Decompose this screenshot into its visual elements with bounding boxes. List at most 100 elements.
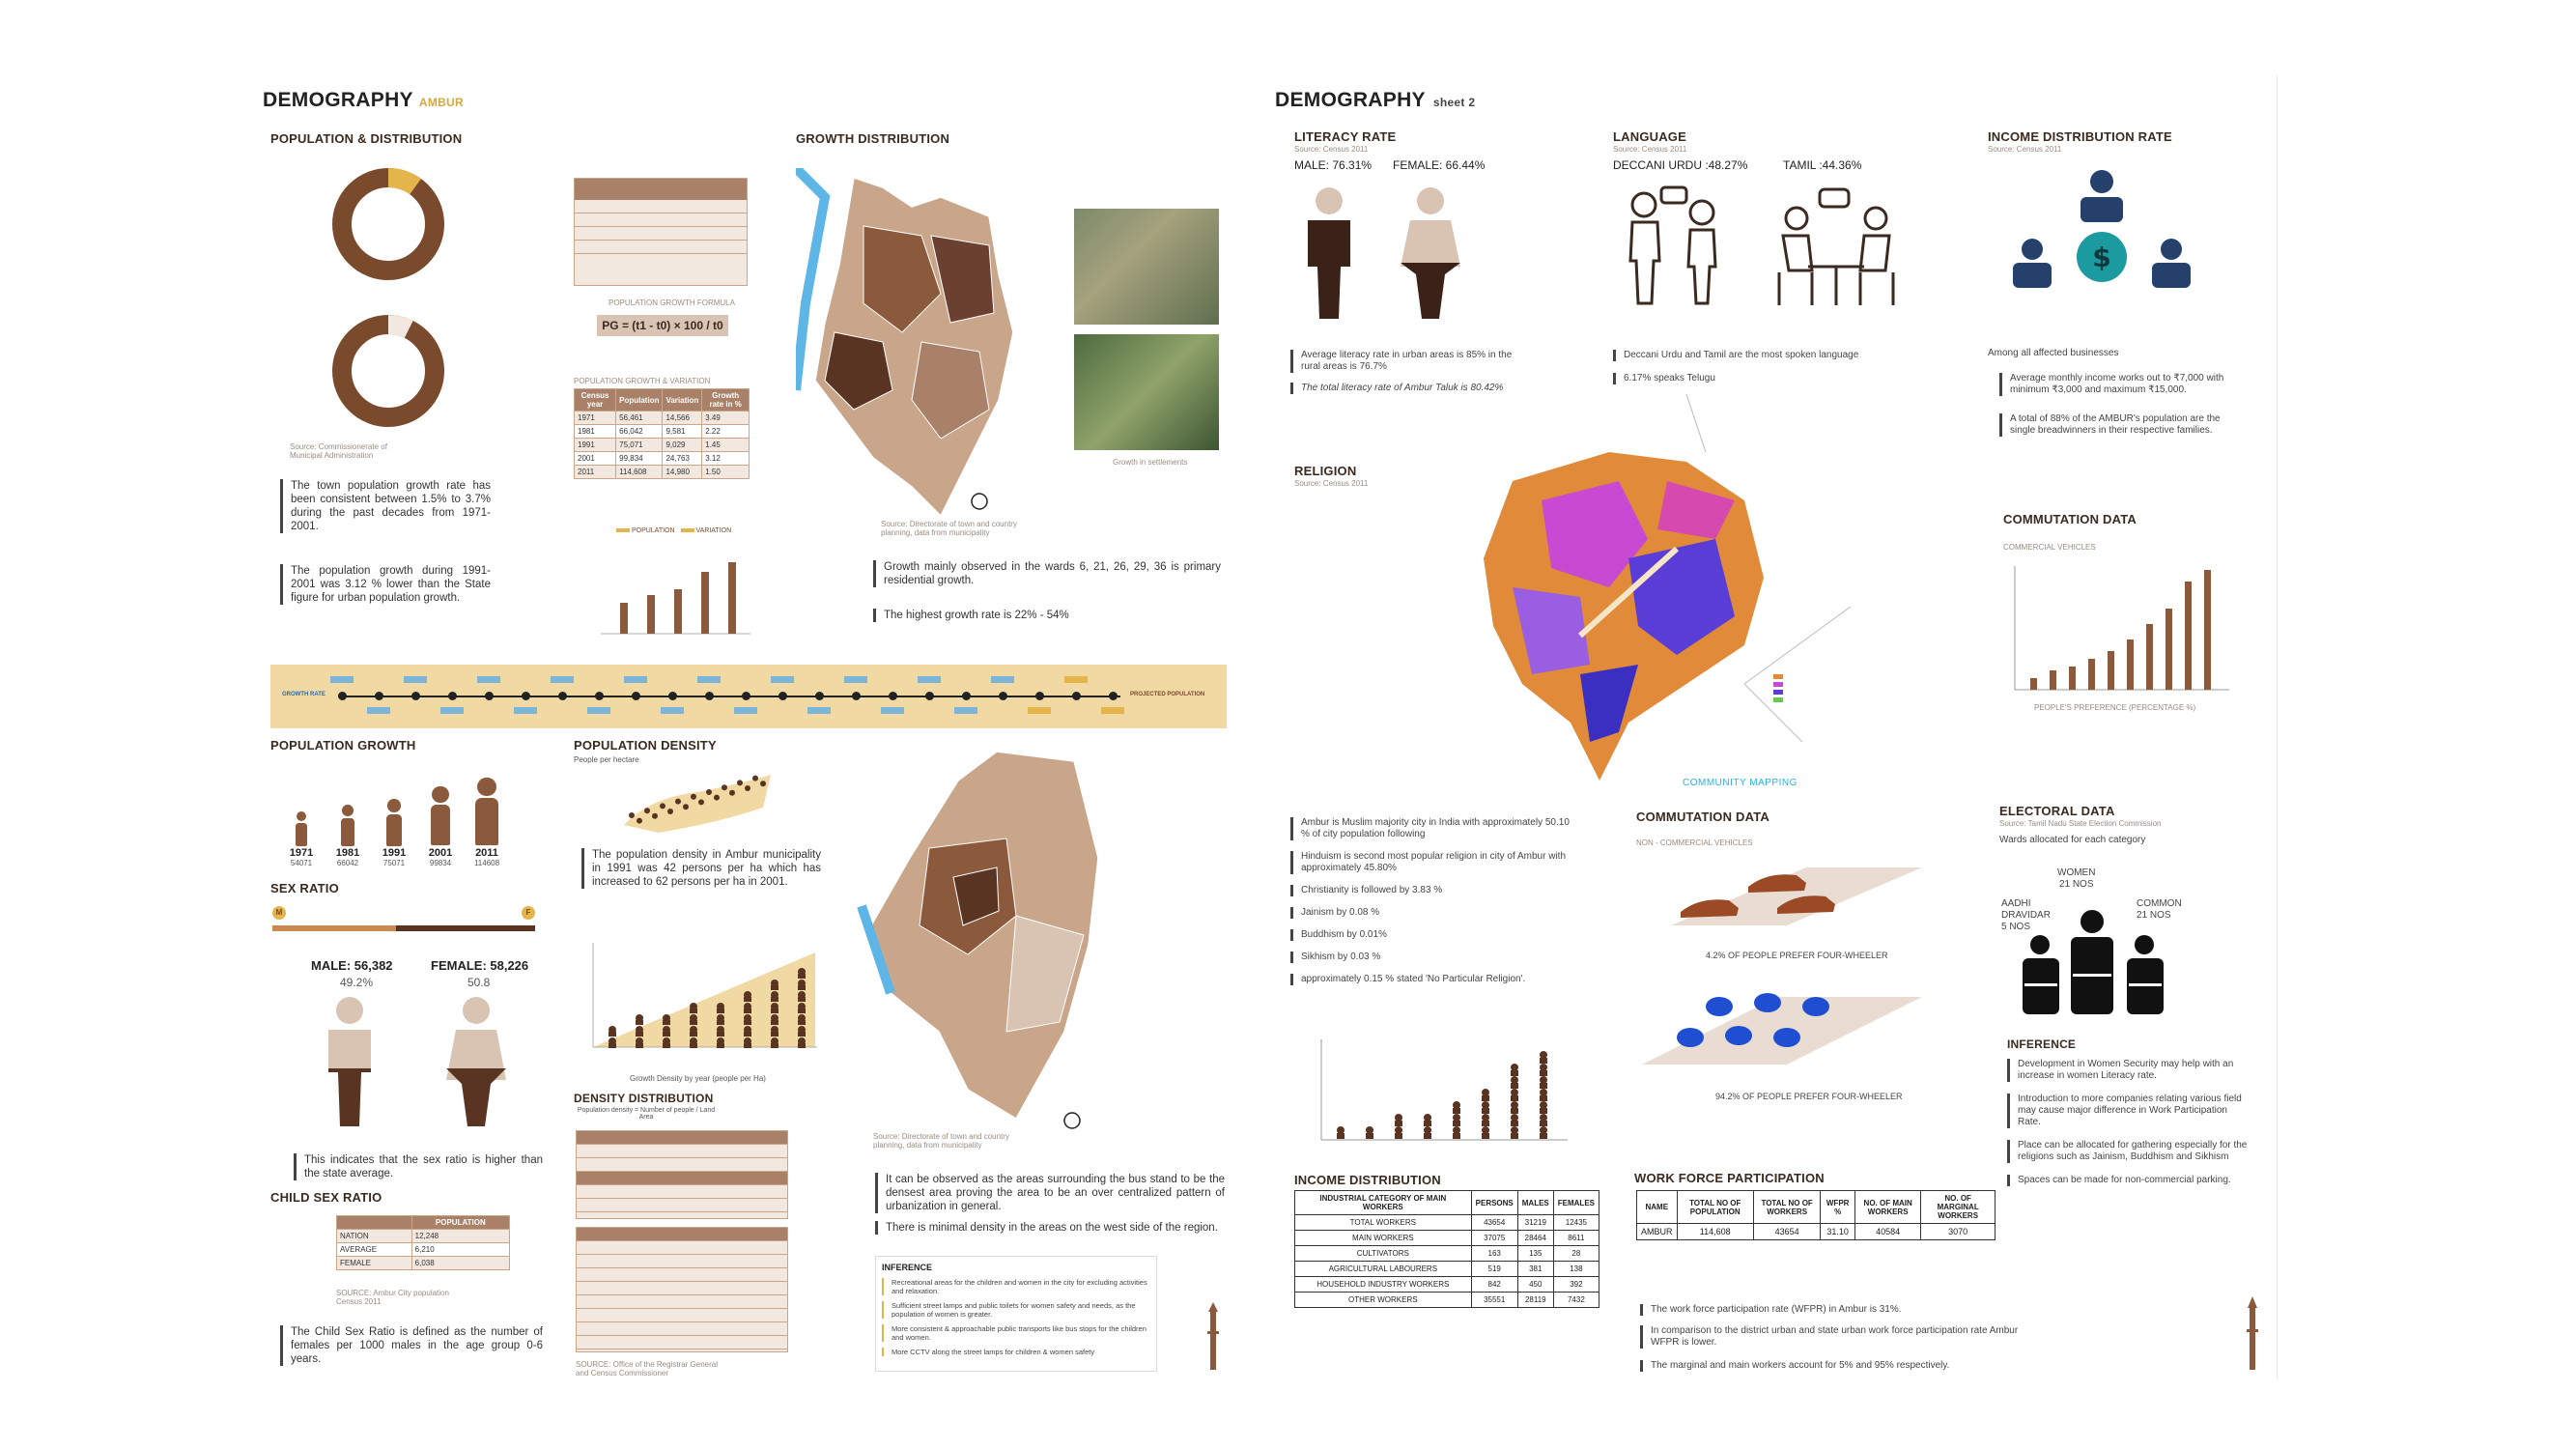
table-row: 1971 56,461 14,566 3.49	[573, 411, 750, 425]
religion-person	[1540, 1114, 1547, 1122]
table-cell: 2011	[573, 465, 617, 479]
sex-ratio-bar-male	[272, 925, 396, 931]
pgv-header-cell: Variation	[662, 388, 703, 412]
sheet1-title: DEMOGRAPHY AMBUR	[263, 89, 464, 112]
table-cell: 35551	[1470, 1292, 1518, 1308]
bikes-illustration	[1642, 993, 1922, 1065]
table-cell: 14,980	[662, 465, 703, 479]
growth-formula: PG = (t1 - t0) × 100 / t0	[597, 315, 728, 336]
density-person-body	[663, 1020, 670, 1025]
person-dot	[652, 812, 658, 819]
female-count: FEMALE: 58,226	[431, 958, 529, 973]
pop-growth-person: 1991 75071	[373, 799, 415, 867]
person-icon	[340, 805, 355, 846]
title2-text: DEMOGRAPHY	[1275, 89, 1426, 111]
timeline-line	[338, 696, 1120, 697]
density-person-body	[798, 1009, 806, 1013]
religion-person-body	[1424, 1133, 1431, 1139]
pop-growth-year: 1991	[382, 847, 407, 859]
female-skirt	[446, 1068, 506, 1126]
male-marker: M	[272, 906, 286, 920]
table-cell: NATION	[336, 1229, 412, 1243]
literacy-source: Source: Census 2011	[1294, 145, 1369, 154]
electoral-adi-count: 5 NOS	[2001, 922, 2031, 932]
table-row: NATION 12,248	[336, 1229, 511, 1243]
commutation-bar	[2204, 570, 2211, 690]
bike-icon	[1725, 1026, 1752, 1045]
density-person-body	[663, 1032, 670, 1037]
tp-head	[2090, 170, 2113, 193]
language-source: Source: Census 2011	[1613, 145, 1687, 154]
language-note-1: Deccani Urdu and Tamil are the most spok…	[1613, 350, 1941, 361]
religion-person	[1482, 1101, 1489, 1109]
religion-person	[1482, 1126, 1489, 1134]
inference2-heading: INFERENCE	[2007, 1037, 2077, 1051]
literacy-female-figure	[1401, 187, 1460, 319]
inference-1-heading: INFERENCE	[882, 1263, 933, 1272]
timeline-tag	[367, 707, 390, 714]
table-cell: 9,029	[662, 438, 703, 452]
map-zone-dark	[863, 225, 942, 333]
table-cell: 99,834	[615, 451, 664, 466]
table-cell: 135	[1516, 1245, 1554, 1262]
religion-item: Jainism by 0.08 %	[1290, 907, 1580, 919]
pop-growth-year: 2001	[428, 847, 453, 859]
income-rate-sub: Among all affected businesses	[1988, 348, 2119, 358]
density-person-body	[798, 1043, 806, 1048]
cbc-bars	[2030, 570, 2211, 690]
speaker-b-head	[1688, 199, 1715, 226]
religion-person-body	[1453, 1108, 1460, 1114]
table-row: 2001 99,834 24,763 3.12	[573, 451, 750, 466]
table-row	[577, 1172, 787, 1185]
person-dot	[644, 808, 650, 814]
community-map	[1484, 394, 1852, 781]
density-person-body	[636, 1020, 643, 1025]
religion-person	[1540, 1051, 1547, 1059]
timeline-dot	[595, 692, 604, 700]
electoral-women: WOMEN 21 NOS	[2057, 867, 2095, 891]
commutation-top-xlabel: PEOPLE'S PREFERENCE (PERCENTAGE %)	[2034, 703, 2196, 712]
male-head	[336, 997, 363, 1024]
table-cell: 3070	[1920, 1223, 1996, 1240]
lp-head	[2022, 239, 2043, 260]
chair-legs	[1777, 272, 1895, 305]
table-cell: 7432	[1552, 1292, 1600, 1308]
density-chart-caption: Growth Density by year (people per Ha)	[630, 1074, 766, 1083]
bar-2011	[728, 562, 736, 634]
commutation-bar	[2069, 667, 2076, 690]
cmap-zone-purple	[1513, 587, 1590, 674]
wfp-header-cell: NO. OF MARGINAL WORKERS	[1920, 1190, 1996, 1224]
electoral-sub: Wards allocated for each category	[1999, 835, 2146, 845]
speaker-a-body	[1628, 220, 1661, 305]
income-dist-body: TOTAL WORKERS 43654 31219 12435 MAIN WORKERS…	[1294, 1214, 1600, 1308]
table-cell: 75,071	[615, 438, 664, 452]
density-person-body	[798, 1032, 806, 1037]
table-row: 2011 114,608 14,980 1.50	[573, 465, 750, 479]
cars-caption: 4.2% OF PEOPLE PREFER FOUR-WHEELER	[1706, 951, 1888, 960]
religion-person-body	[1540, 1121, 1547, 1126]
inference-2-list: Development in Women Security may help w…	[2007, 1059, 2252, 1198]
title-subtitle: AMBUR	[418, 96, 465, 109]
pop-growth-pictogram: 1971 54071 1981 66042 1991 75071 2001 99834 2011…	[280, 761, 512, 867]
income-dist-header-row: INDUSTRIAL CATEGORY OF MAIN WORKERS PERSO…	[1294, 1190, 1600, 1215]
pop-dist-para-1: The town population growth rate has been…	[280, 479, 491, 533]
table-cell: 66,042	[615, 424, 664, 439]
electoral-common-label: COMMON	[2137, 898, 2182, 909]
literacy-note-2: The total literacy rate of Ambur Taluk i…	[1290, 383, 1513, 394]
left-person-icon	[2013, 239, 2052, 288]
dmap-north-arrow	[1063, 1112, 1081, 1129]
religion-person-body	[1511, 1083, 1518, 1089]
language-urdu: DECCANI URDU :48.27%	[1613, 158, 1748, 172]
minaret-ring	[1207, 1331, 1219, 1334]
pop-growth-heading: POPULATION GROWTH	[270, 738, 416, 753]
pgv-body: 1971 56,461 14,566 3.49 1981 66,042 9,581 2.22 1…	[573, 411, 750, 479]
lf-torso	[1401, 220, 1460, 267]
table-cell: 56,461	[615, 411, 664, 425]
table-cell: 31219	[1516, 1214, 1554, 1231]
bike-icon	[1677, 1028, 1704, 1047]
speaker-d-head	[1863, 206, 1888, 231]
person-dot	[760, 781, 766, 787]
religion-list: Ambur is Muslim majority city in India w…	[1290, 817, 1580, 996]
density-table-1	[576, 1130, 788, 1219]
religion-person	[1453, 1126, 1460, 1134]
